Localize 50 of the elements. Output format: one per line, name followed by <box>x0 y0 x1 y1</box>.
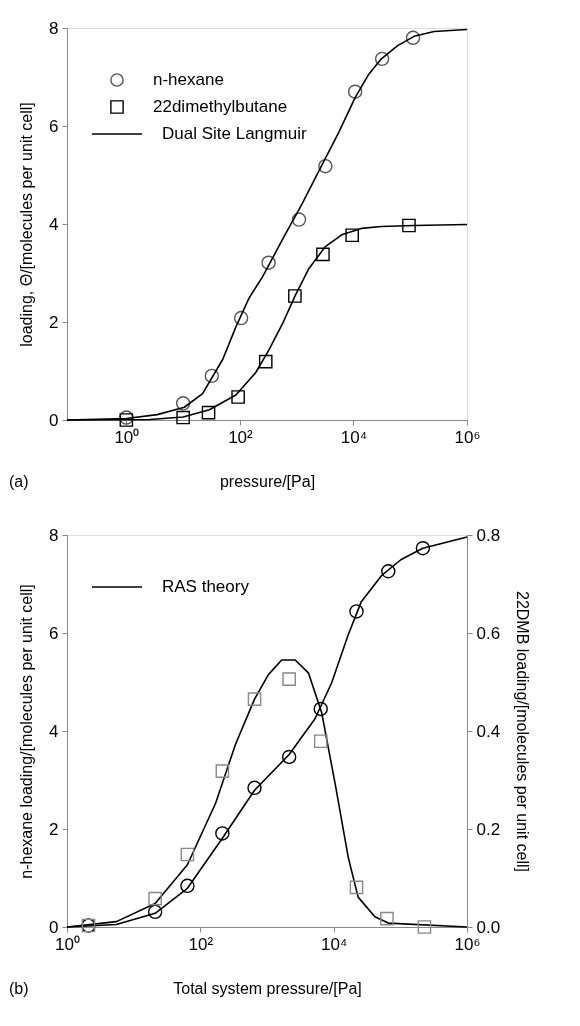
x-tick-label: 10⁰ <box>55 934 80 954</box>
y-tick-label: 4 <box>49 721 59 741</box>
point <box>281 749 297 765</box>
y-tick-label: 2 <box>49 312 59 332</box>
point <box>148 891 162 906</box>
x-axis-title: pressure/[Pa] <box>219 472 316 490</box>
y-tick-label: 8 <box>49 525 59 545</box>
legend-label: RAS theory <box>162 577 250 596</box>
legend-label: n-hexane <box>153 70 224 89</box>
text: (a) <box>9 473 29 490</box>
point <box>215 764 230 778</box>
y-axis-title: n-hexane loading/[molecules per unit cell] <box>18 584 36 879</box>
legend-label: Dual Site Langmuir <box>162 124 307 143</box>
y2-tick-label: 0.4 <box>476 721 501 741</box>
y2-tick-label: 0.2 <box>476 819 501 839</box>
y-tick-label: 0 <box>49 917 59 937</box>
point <box>180 878 195 894</box>
y2-axis-title: 22DMB loading/[molecules per unit cell] <box>514 590 532 873</box>
y-tick-label: 8 <box>49 18 59 38</box>
point <box>147 904 163 920</box>
y2-tick-label: 0.6 <box>476 623 501 643</box>
y-tick-label: 4 <box>49 214 59 234</box>
point <box>349 880 364 895</box>
x-tick-label: 10⁴ <box>340 427 368 447</box>
y-tick-label: 6 <box>49 116 59 136</box>
x-tick-label: 10² <box>228 427 254 447</box>
x-tick-label: 10⁶ <box>454 427 481 447</box>
x-tick-label: 10² <box>188 934 214 954</box>
y-tick-label: 2 <box>49 819 59 839</box>
point <box>417 920 432 934</box>
point <box>282 672 296 686</box>
y-tick-label: 0 <box>49 410 59 430</box>
x-tick-label: 10⁴ <box>321 934 348 954</box>
point <box>349 604 364 619</box>
point <box>313 701 328 717</box>
x-tick-label: 10⁰ <box>114 427 140 447</box>
y2-tick-label: 0.8 <box>476 525 501 545</box>
text: (b) <box>9 980 29 997</box>
y-axis-title: loading, Θ/[molecules per unit cell] <box>18 102 36 347</box>
point <box>247 780 262 796</box>
legend-label: 22dimethylbutane <box>153 97 288 116</box>
y2-tick-label: 0.0 <box>476 917 501 937</box>
x-tick-label: 10⁶ <box>454 934 481 954</box>
x-axis-title: Total system pressure/[Pa] <box>173 979 362 997</box>
point <box>415 541 431 556</box>
y-tick-label: 6 <box>49 623 59 643</box>
point <box>180 847 195 862</box>
point <box>215 826 230 841</box>
point <box>247 692 262 706</box>
point <box>381 564 396 579</box>
